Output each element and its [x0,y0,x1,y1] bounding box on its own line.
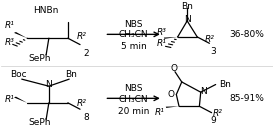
Text: R²: R² [205,35,215,44]
Text: SePh: SePh [28,54,51,63]
Polygon shape [166,106,179,108]
Polygon shape [14,97,27,103]
Text: HNBn: HNBn [33,6,59,15]
Text: 85-91%: 85-91% [229,94,264,103]
Text: CH₃CN: CH₃CN [119,30,148,40]
Text: R³: R³ [156,28,166,37]
Text: CH₃CN: CH₃CN [119,95,148,104]
Text: N: N [200,87,207,96]
Text: R³: R³ [5,38,15,47]
Text: R²: R² [77,32,87,41]
Text: 20 min: 20 min [118,107,149,116]
Text: 3: 3 [211,47,216,56]
Text: R²: R² [213,109,223,119]
Text: 36-80%: 36-80% [229,30,264,39]
Text: R¹: R¹ [155,108,165,117]
Text: N: N [45,80,52,88]
Text: R²: R² [77,99,87,108]
Text: 5 min: 5 min [121,42,146,51]
Text: NBS: NBS [124,84,143,93]
Text: Bn: Bn [181,2,193,11]
Text: O: O [168,90,175,99]
Text: Bn: Bn [65,70,77,79]
Text: Bn: Bn [219,80,231,89]
Polygon shape [14,32,27,38]
Text: SePh: SePh [28,118,51,126]
Text: NBS: NBS [124,20,143,29]
Text: R¹: R¹ [157,39,167,48]
Text: O: O [170,64,177,73]
Text: 9: 9 [211,116,216,125]
Text: R¹: R¹ [5,21,15,30]
Text: N: N [184,15,190,24]
Text: R¹: R¹ [5,95,15,104]
Text: 2: 2 [83,49,89,58]
Polygon shape [164,37,178,39]
Text: 8: 8 [83,113,89,122]
Text: Boc: Boc [10,70,27,79]
